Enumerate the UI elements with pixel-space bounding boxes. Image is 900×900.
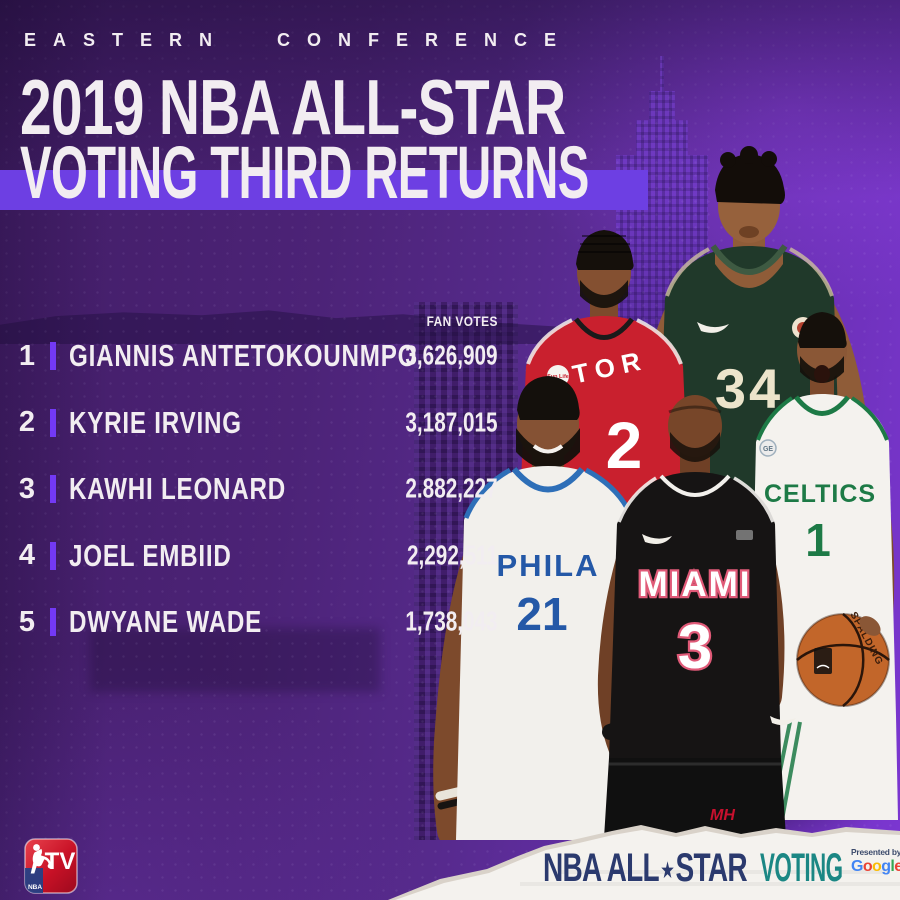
- table-row: 2 KYRIE IRVING 3,187,015: [14, 390, 500, 457]
- player-name-cell: JOEL EMBIID: [69, 537, 232, 573]
- rank-divider: [50, 342, 56, 371]
- basketball: SPALDING: [796, 610, 890, 708]
- votes-cell: 3,626,909: [405, 339, 498, 371]
- rank-cell: 4: [18, 539, 36, 572]
- google-logo: Google: [851, 858, 900, 876]
- presented-by-block: Presented by Google: [851, 847, 900, 876]
- sponsor-patch: [736, 530, 753, 540]
- rank-cell: 5: [18, 605, 36, 638]
- poster-title-line2: VOTING THIRD RETURNS: [20, 131, 589, 214]
- kyrie-head: [797, 319, 847, 381]
- rank-divider: [50, 608, 56, 637]
- rank-cell: 2: [18, 406, 36, 439]
- player-name-cell: KAWHI LEONARD: [69, 471, 287, 507]
- kawhi-jersey-number: 2: [606, 408, 643, 482]
- background-shadow: [90, 628, 380, 692]
- wordmark-nba-allstar: NBA ALL★STAR: [543, 846, 748, 890]
- rank-divider: [50, 475, 56, 504]
- poster-title-line1: 2019 NBA ALL-STAR: [20, 63, 566, 151]
- sun-life-patch: [547, 365, 569, 387]
- nike-swoosh-icon: [770, 716, 796, 726]
- wordmark-voting: VOTING: [760, 846, 843, 890]
- title-accent-band: [0, 170, 648, 210]
- giannis-head: [718, 169, 780, 243]
- player-figure-kyrie: GE CELTICS 1 SPALDING: [750, 312, 898, 820]
- svg-text:GE: GE: [763, 446, 773, 453]
- rank-cell: 1: [18, 339, 36, 372]
- wade-wristband: [602, 714, 648, 740]
- nba-allstar-voting-wordmark: NBA ALL★STAR VOTING: [543, 846, 843, 891]
- kyrie-jersey-number: 1: [805, 514, 831, 566]
- presented-by-label: Presented by: [851, 847, 900, 857]
- sponsor-patch: [792, 317, 814, 339]
- giannis-jersey-number: 34: [715, 357, 783, 420]
- torn-paper-strip: [388, 825, 900, 900]
- player-name-cell: GIANNIS ANTETOKOUNMPO: [69, 338, 418, 374]
- player-name-cell: KYRIE IRVING: [69, 404, 242, 440]
- rank-divider: [50, 541, 56, 570]
- kyrie-hand: [859, 616, 881, 636]
- wade-jersey-number: 3: [678, 613, 712, 682]
- fan-votes-table: FAN VOTES 1 GIANNIS ANTETOKOUNMPO 3,626,…: [14, 313, 500, 656]
- nike-swoosh-icon: [642, 534, 672, 544]
- ge-patch: [759, 439, 777, 457]
- eyebrow-conference: EASTERN CONFERENCE: [24, 30, 574, 50]
- nba-logoman-icon: [30, 844, 53, 874]
- rank-cell: 3: [18, 472, 36, 505]
- votes-cell: 3,187,015: [405, 406, 498, 438]
- votes-cell: 1,738,043: [405, 605, 498, 637]
- table-row: 4 JOEL EMBIID 2,292,511: [14, 523, 500, 590]
- nba-tv-letters: TV: [45, 848, 76, 875]
- nba-tv-logo: TV NBA: [24, 838, 78, 894]
- wade-jersey: MIAMI 3: [609, 472, 781, 758]
- votes-cell: 2.882,227: [405, 472, 498, 504]
- table-row: 3 KAWHI LEONARD 2.882,227: [14, 456, 500, 523]
- table-row: 5 DWYANE WADE 1,738,043: [14, 589, 500, 656]
- wade-head: [668, 395, 722, 457]
- ball-logo-patch: [814, 648, 832, 674]
- rank-divider: [50, 408, 56, 437]
- votes-cell: 2,292,511: [406, 539, 498, 571]
- svg-text:Sun Life: Sun Life: [547, 374, 569, 380]
- star-icon: ★: [660, 856, 675, 883]
- player-name-cell: DWYANE WADE: [69, 604, 263, 640]
- embiid-jersey-number: 21: [516, 588, 567, 640]
- ball-brand-text: SPALDING: [848, 610, 885, 667]
- nba-tv-nba-label: NBA: [28, 884, 42, 891]
- wade-team-wordmark: MIAMI: [638, 565, 751, 604]
- kyrie-team-wordmark: CELTICS: [764, 480, 876, 508]
- giannis-arm: [787, 278, 874, 508]
- table-row: 1 GIANNIS ANTETOKOUNMPO 3,626,909: [14, 323, 500, 390]
- kawhi-team-wordmark: TOR: [570, 345, 650, 390]
- embiid-head: [517, 387, 579, 461]
- column-header-fan-votes: FAN VOTES: [426, 313, 498, 329]
